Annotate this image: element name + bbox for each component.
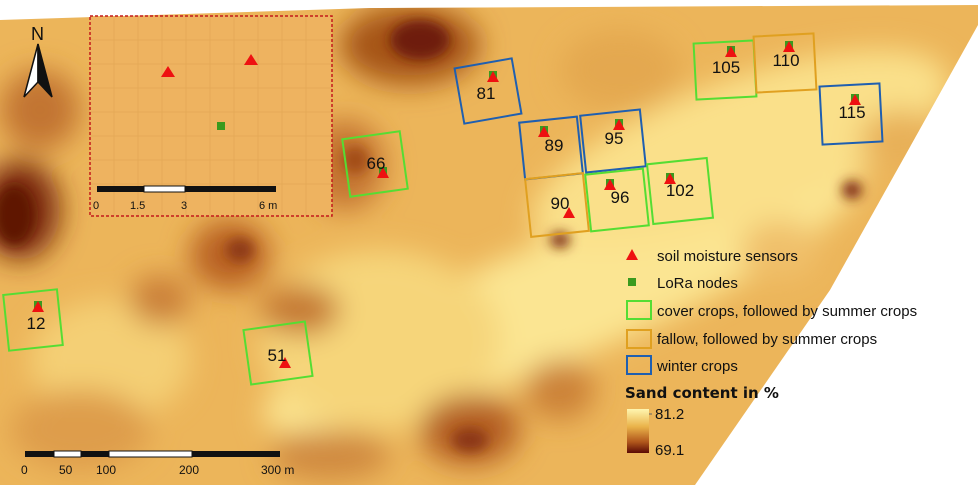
inset-scale-tick-label: 3: [181, 200, 187, 212]
plot-outline: [645, 156, 715, 226]
scale-bar: [25, 450, 280, 458]
plot-outline: [2, 288, 64, 352]
soil-moisture-sensor-marker: [664, 173, 676, 184]
soil-moisture-sensor-marker: [377, 167, 389, 178]
scale-tick-label: 200: [179, 463, 199, 477]
green-square-icon: [628, 278, 636, 286]
legend-label-fallow: fallow, followed by summer crops: [657, 331, 877, 348]
plot-115: 115: [818, 82, 884, 146]
north-label: N: [31, 24, 44, 44]
plot-outline: [242, 320, 314, 386]
soil-moisture-sensor-marker: [32, 301, 44, 312]
colorbar-max-label: 81.2: [655, 406, 684, 423]
north-arrow-icon: N: [23, 24, 53, 98]
plot-outline: [818, 82, 884, 146]
inset-scale-bar: [97, 185, 276, 193]
soil-moisture-sensor-marker: [279, 357, 291, 368]
colorbar-title: Sand content in %: [625, 384, 779, 402]
colorbar: [627, 409, 649, 453]
red-triangle-icon: [626, 249, 638, 260]
soil-moisture-sensor-marker: [604, 179, 616, 190]
scale-tick-label: 50: [59, 463, 73, 477]
inset-grid: [90, 16, 332, 216]
plot-outline: [341, 130, 409, 198]
legend-label-lora: LoRa nodes: [657, 275, 738, 292]
soil-moisture-sensor-marker: [487, 71, 499, 82]
plot-outline: [584, 167, 650, 233]
winter-crops-swatch: [626, 355, 652, 375]
inset-scale-tick-label: 1.5: [130, 200, 145, 212]
plot-outline: [752, 32, 818, 94]
plot-90: 90: [524, 172, 590, 238]
plot-12: 12: [2, 288, 64, 352]
plot-51: 51: [242, 320, 314, 386]
inset-scale-tick-label: 6 m: [259, 200, 277, 212]
plot-label: 102: [666, 181, 694, 200]
plot-label: 115: [838, 103, 865, 122]
scale-tick-label: 300 m: [261, 463, 294, 477]
legend: soil moisture sensors LoRa nodes cover c…: [625, 248, 917, 459]
inset-sensor-marker: [161, 66, 175, 77]
plot-95: 95: [579, 108, 647, 174]
inset-sensor-marker: [244, 54, 258, 65]
cover-crops-swatch: [626, 300, 652, 320]
plots-layer: 12 51 66 81 89 95 90 96 102 105 110 115: [2, 32, 884, 386]
inset-scale-tick-label: 0: [93, 200, 99, 212]
plot-label: 89: [545, 136, 564, 155]
plot-label: 110: [772, 51, 799, 70]
plot-96: 96: [584, 167, 650, 233]
plot-outline: [524, 172, 590, 238]
plot-110: 110: [752, 32, 818, 94]
legend-label-winter: winter crops: [656, 358, 738, 375]
plot-label: 90: [551, 194, 570, 213]
plot-outline: [453, 57, 523, 125]
soil-moisture-sensor-marker: [563, 207, 575, 218]
soil-moisture-sensor-marker: [849, 94, 861, 105]
plot-label: 81: [477, 84, 496, 103]
legend-label-sensors: soil moisture sensors: [657, 248, 798, 265]
plot-81: 81: [453, 57, 523, 125]
plot-102: 102: [645, 156, 715, 226]
inset-map: 0 1.5 3 6 m: [89, 15, 333, 217]
soil-moisture-sensor-marker: [783, 41, 795, 52]
soil-moisture-sensor-marker: [538, 126, 550, 137]
plot-66: 66: [341, 130, 409, 198]
soil-moisture-sensor-marker: [725, 46, 737, 57]
plot-outline: [579, 108, 647, 174]
soil-moisture-sensor-marker: [613, 119, 625, 130]
plot-89: 89: [518, 115, 584, 181]
inset-lora-marker: [217, 122, 225, 130]
plot-label: 66: [367, 154, 386, 173]
scale-tick-label: 100: [96, 463, 116, 477]
plot-label: 12: [27, 314, 46, 333]
plot-label: 105: [712, 58, 740, 77]
plot-105: 105: [692, 39, 758, 101]
plot-label: 95: [605, 129, 624, 148]
inset-border: [89, 15, 333, 217]
scale-tick-label: 0: [21, 463, 28, 477]
plot-label: 51: [268, 346, 287, 365]
legend-label-cover: cover crops, followed by summer crops: [657, 303, 917, 320]
plot-label: 96: [611, 188, 630, 207]
fallow-swatch: [626, 329, 652, 349]
colorbar-min-label: 69.1: [655, 442, 684, 459]
